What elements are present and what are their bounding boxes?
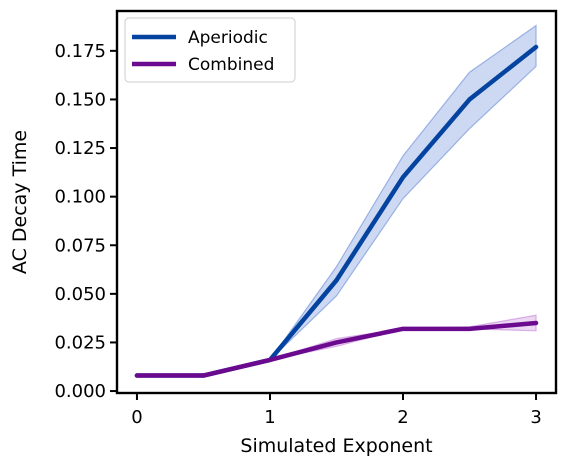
x-tick-label: 0 — [131, 407, 142, 428]
x-axis-ticks: 0 1 2 3 — [131, 393, 542, 428]
x-tick-label: 1 — [264, 407, 275, 428]
band-combined — [136, 314, 537, 377]
y-tick-label: 0.125 — [54, 138, 106, 159]
y-tick-label: 0.075 — [54, 235, 106, 256]
y-tick-label: 0.050 — [54, 284, 106, 305]
legend-label-aperiodic: Aperiodic — [188, 28, 268, 48]
legend: Aperiodic Combined — [124, 17, 296, 83]
y-tick-label: 0.025 — [54, 332, 106, 353]
y-axis-label: AC Decay Time — [9, 130, 31, 274]
line-combined — [134, 320, 539, 378]
y-tick-label: 0.000 — [54, 381, 106, 402]
x-tick-label: 2 — [397, 407, 408, 428]
y-tick-label: 0.175 — [54, 41, 106, 62]
x-tick-label: 3 — [530, 407, 541, 428]
series-lines — [134, 44, 539, 378]
legend-label-combined: Combined — [188, 55, 274, 75]
y-tick-label: 0.100 — [54, 187, 106, 208]
y-axis-ticks: 0.000 0.025 0.050 0.075 0.100 0.125 0.150 0.175 — [54, 41, 117, 402]
plot-frame — [115, 9, 558, 395]
x-axis-label: Simulated Exponent — [240, 435, 432, 457]
y-tick-label: 0.150 — [54, 89, 106, 110]
